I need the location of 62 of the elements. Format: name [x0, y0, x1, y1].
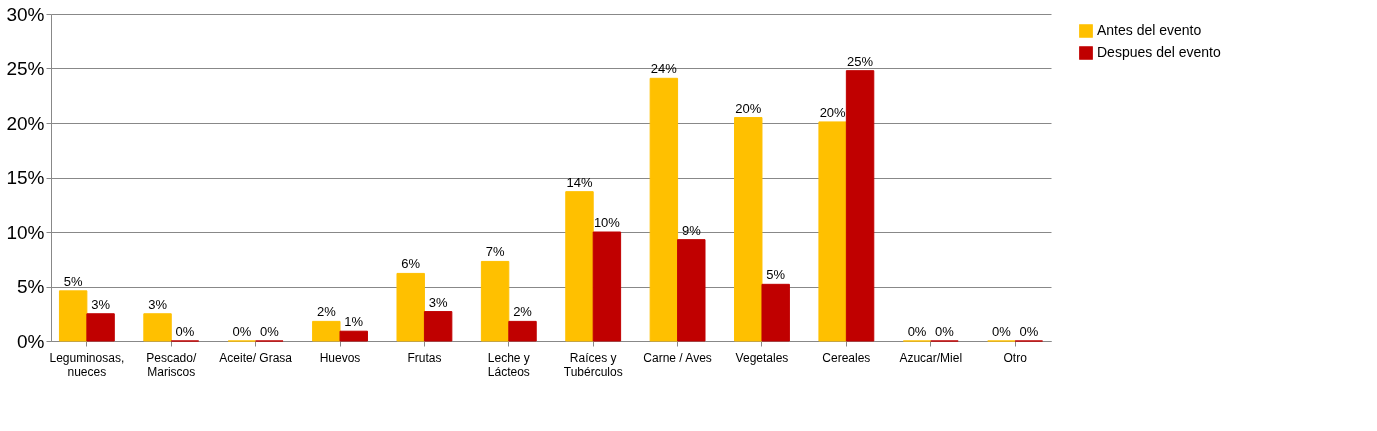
- data-label: 0%: [1019, 324, 1039, 339]
- x-tick-label: Frutas: [407, 350, 442, 365]
- data-label: 0%: [175, 324, 195, 339]
- x-tick-label: Azucar/Miel: [899, 350, 963, 365]
- bar: [649, 77, 679, 342]
- bar: [339, 330, 368, 342]
- data-label: 0%: [259, 324, 280, 339]
- x-tick-label: Cereales: [822, 350, 871, 365]
- data-label: 3%: [91, 296, 111, 312]
- data-label: 3%: [148, 296, 168, 312]
- data-label: 0%: [232, 324, 252, 339]
- data-label: 10%: [593, 215, 621, 230]
- data-label: 2%: [513, 304, 533, 320]
- x-tick-label: Aceite/ Grasa: [219, 350, 293, 365]
- x-tick-label: Leche y Lácteos: [487, 350, 530, 379]
- data-label: 14%: [566, 174, 593, 190]
- y-tick-label: 10%: [6, 221, 45, 243]
- x-tick-label: Leguminosas, nueces: [49, 350, 125, 379]
- bar: [734, 117, 763, 342]
- data-label: 25%: [847, 53, 874, 69]
- bar: [86, 313, 115, 342]
- data-label: 5%: [63, 273, 83, 289]
- bar: [565, 191, 594, 342]
- data-label: 0%: [935, 324, 955, 339]
- y-tick-label: 0%: [17, 330, 45, 352]
- bar: [312, 320, 341, 342]
- data-label: 20%: [735, 100, 762, 116]
- x-tick-label: Vegetales: [735, 350, 789, 365]
- y-tick-label: 30%: [6, 3, 45, 25]
- bar: [396, 272, 425, 342]
- data-label: 7%: [485, 244, 505, 260]
- legend-label: Despues del evento: [1097, 44, 1221, 60]
- data-label: 0%: [992, 324, 1012, 339]
- bar: [143, 313, 172, 342]
- bar: [761, 283, 790, 342]
- legend-label: Antes del evento: [1097, 22, 1202, 38]
- x-tick-label: Pescado/ Mariscos: [146, 350, 197, 379]
- data-label: 9%: [681, 222, 702, 238]
- data-label: 5%: [766, 267, 786, 283]
- x-tick-label: Raíces y Tubérculos: [563, 350, 623, 379]
- bar: [818, 121, 847, 342]
- bar: [845, 70, 875, 342]
- x-tick-label: Carne / Aves: [643, 350, 712, 365]
- x-tick-label: Huevos: [319, 350, 361, 365]
- bar: [592, 231, 622, 342]
- data-label: 1%: [344, 314, 364, 330]
- y-tick-label: 15%: [6, 167, 45, 188]
- data-label: 3%: [428, 294, 448, 310]
- y-tick-label: 5%: [17, 276, 45, 297]
- data-label: 20%: [819, 104, 847, 120]
- y-tick-label: 25%: [6, 58, 45, 79]
- data-label: 0%: [907, 324, 927, 339]
- data-label: 24%: [650, 61, 678, 77]
- bar: [677, 239, 706, 342]
- data-label: 6%: [401, 256, 421, 272]
- bar: [480, 260, 510, 342]
- bar: [423, 311, 453, 342]
- x-tick-label: Otro: [1003, 350, 1028, 365]
- y-tick-label: 20%: [6, 112, 45, 134]
- data-label: 2%: [316, 304, 337, 320]
- bar: [58, 290, 88, 342]
- bar: [508, 320, 537, 342]
